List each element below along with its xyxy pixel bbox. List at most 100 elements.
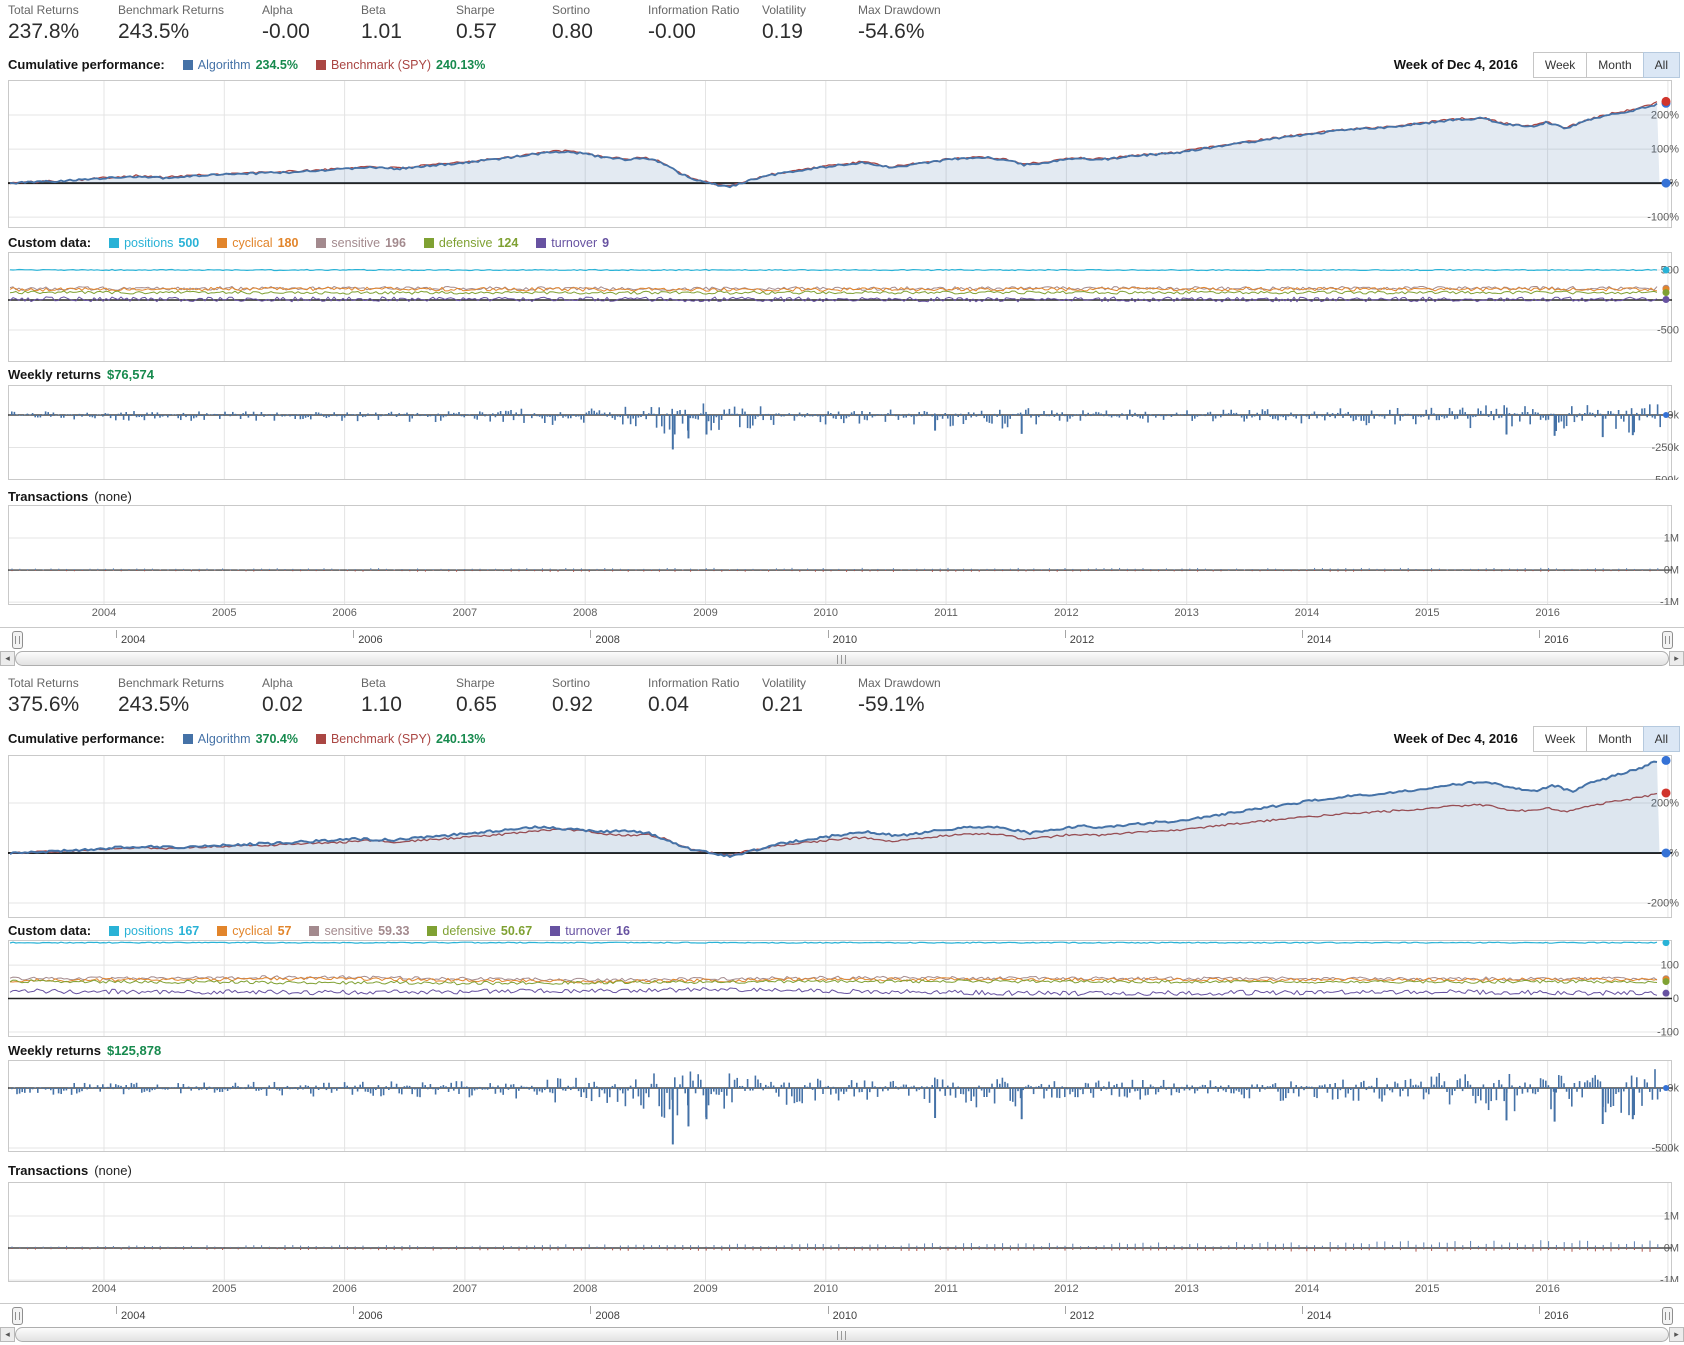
range-button-group: Week Month All (1532, 725, 1680, 752)
weekly-returns-header: Weekly returns $125,878 (8, 1038, 1684, 1063)
section-title: Weekly returns (8, 367, 101, 382)
scrollbar-thumb[interactable] (15, 1327, 1669, 1342)
navigator-year-label: 2012 (1069, 634, 1095, 646)
scroll-right-icon[interactable]: ▸ (1669, 651, 1684, 666)
stat-value: 0.21 (762, 693, 803, 716)
stat-label: Alpha (262, 3, 293, 17)
custom-data-chart[interactable]: 100 0 -100 (0, 940, 1684, 1037)
stat-label: Sortino (552, 676, 591, 690)
cumulative-performance-chart[interactable]: 200%0%-200% (0, 755, 1684, 918)
section-title: Cumulative performance: (8, 731, 165, 746)
scroll-left-icon[interactable]: ◂ (0, 651, 15, 666)
scrollbar-thumb[interactable] (15, 651, 1669, 666)
legend-item-turnover: turnover 9 (536, 236, 609, 250)
transactions-chart[interactable]: 1M 0M -1M (0, 1182, 1684, 1282)
series-end-dot (1662, 940, 1670, 947)
transactions-chart[interactable]: 1M 0M -1M (0, 505, 1684, 605)
legend-item-positions: positions 167 (109, 924, 199, 938)
stat-information-ratio: Information Ratio 0.04 (648, 676, 762, 717)
weekly-returns-chart[interactable]: 0k -250k -500k (0, 385, 1684, 480)
custom-data-chart[interactable]: 500-500 (0, 252, 1684, 362)
selected-week-label: Week of Dec 4, 2016 (1393, 731, 1518, 746)
x-axis-label: 2011 (934, 1283, 958, 1295)
cumulative-performance-chart[interactable]: 200%100%0%-100% (0, 80, 1684, 228)
transactions-value: (none) (94, 1163, 132, 1178)
series-end-dot (1662, 989, 1670, 997)
scrollbar-grip-icon (837, 655, 847, 664)
legend-value: 180 (277, 235, 299, 250)
stat-label: Information Ratio (648, 3, 740, 17)
transactions-value: (none) (94, 489, 132, 504)
x-axis-label: 2013 (1174, 607, 1199, 619)
stat-information-ratio: Information Ratio -0.00 (648, 3, 762, 44)
legend-item-algorithm: Algorithm 370.4% (182, 731, 298, 746)
legend-label: sensitive (331, 235, 381, 250)
navigator-handle-right[interactable] (1662, 631, 1673, 649)
weekly-returns-chart[interactable]: 0k -500k (0, 1060, 1684, 1152)
legend-item-turnover: turnover 16 (550, 924, 630, 938)
scroll-right-icon[interactable]: ▸ (1669, 1327, 1684, 1342)
range-button-week[interactable]: Week (1532, 725, 1588, 752)
x-axis-label: 2016 (1535, 1283, 1560, 1295)
legend-value: 9 (602, 235, 610, 250)
stat-value: 243.5% (118, 693, 190, 716)
stat-volatility: Volatility 0.21 (762, 676, 858, 717)
y-tick-label: -100 (1657, 1026, 1679, 1037)
legend-value: 240.13% (436, 57, 486, 72)
series-end-dot (1662, 295, 1670, 303)
navigator-year-label: 2008 (595, 1310, 620, 1322)
turnover-swatch-icon (536, 237, 547, 248)
legend-item-benchmark: Benchmark (SPY) 240.13% (315, 731, 486, 746)
cyclical-swatch-icon (217, 237, 228, 248)
stat-label: Beta (361, 676, 386, 690)
y-tick-label: -200% (1647, 898, 1679, 910)
navigator-handle-left[interactable] (12, 1307, 23, 1325)
range-button-week[interactable]: Week (1532, 51, 1588, 78)
x-axis-label: 2007 (452, 607, 478, 619)
navigator-handle-right[interactable] (1662, 1307, 1673, 1325)
section-title: Custom data: (8, 235, 92, 250)
legend-value: 370.4% (255, 731, 298, 746)
range-controls: Week of Dec 4, 2016 Week Month All (1394, 51, 1680, 78)
stat-label: Total Returns (8, 3, 79, 17)
range-button-all[interactable]: All (1642, 725, 1680, 752)
legend-label: positions (124, 923, 174, 938)
legend-value: 16 (616, 923, 630, 938)
x-axis-label: 2004 (91, 1283, 117, 1295)
legend-value: 500 (178, 235, 200, 250)
navigator-handle-left[interactable] (12, 631, 23, 649)
stat-benchmark-returns: Benchmark Returns 243.5% (118, 3, 262, 44)
stat-label: Beta (361, 3, 386, 17)
x-axis-label: 2012 (1054, 1283, 1079, 1295)
range-button-all[interactable]: All (1642, 51, 1680, 78)
range-button-month[interactable]: Month (1586, 725, 1644, 752)
x-axis-label: 2016 (1535, 607, 1560, 619)
cyclical-swatch-icon (217, 925, 228, 936)
legend-label: defensive (438, 235, 493, 250)
stat-value: 0.19 (762, 20, 803, 43)
stat-label: Sortino (552, 3, 591, 17)
legend-value: 196 (385, 235, 406, 250)
legend-item-defensive: defensive 124 (423, 235, 518, 250)
defensive-swatch-icon (423, 237, 434, 248)
x-axis-label: 2010 (813, 607, 839, 619)
range-button-month[interactable]: Month (1586, 51, 1644, 78)
series-end-dot (1662, 266, 1670, 274)
legend-label: sensitive (324, 923, 374, 938)
series-end-dot (1661, 96, 1671, 106)
navigator-year-label: 2016 (1544, 1310, 1569, 1322)
algorithm-swatch-icon (182, 733, 193, 744)
positions-swatch-icon (109, 925, 120, 936)
stat-label: Sharpe (456, 3, 495, 17)
weekly-returns-header: Weekly returns $76,574 (8, 362, 1684, 387)
legend-value: 240.13% (436, 731, 486, 746)
backtest-panel-1: Total Returns 237.8% Benchmark Returns 243… (0, 0, 1684, 672)
stat-label: Benchmark Returns (118, 3, 225, 17)
scroll-left-icon[interactable]: ◂ (0, 1327, 15, 1342)
stat-benchmark-returns: Benchmark Returns 243.5% (118, 676, 262, 717)
sensitive-swatch-icon (316, 237, 327, 248)
stat-value: 0.02 (262, 693, 303, 716)
stat-label: Total Returns (8, 676, 79, 690)
legend-label: defensive (442, 923, 496, 938)
navigator-tick (1064, 1306, 1066, 1314)
